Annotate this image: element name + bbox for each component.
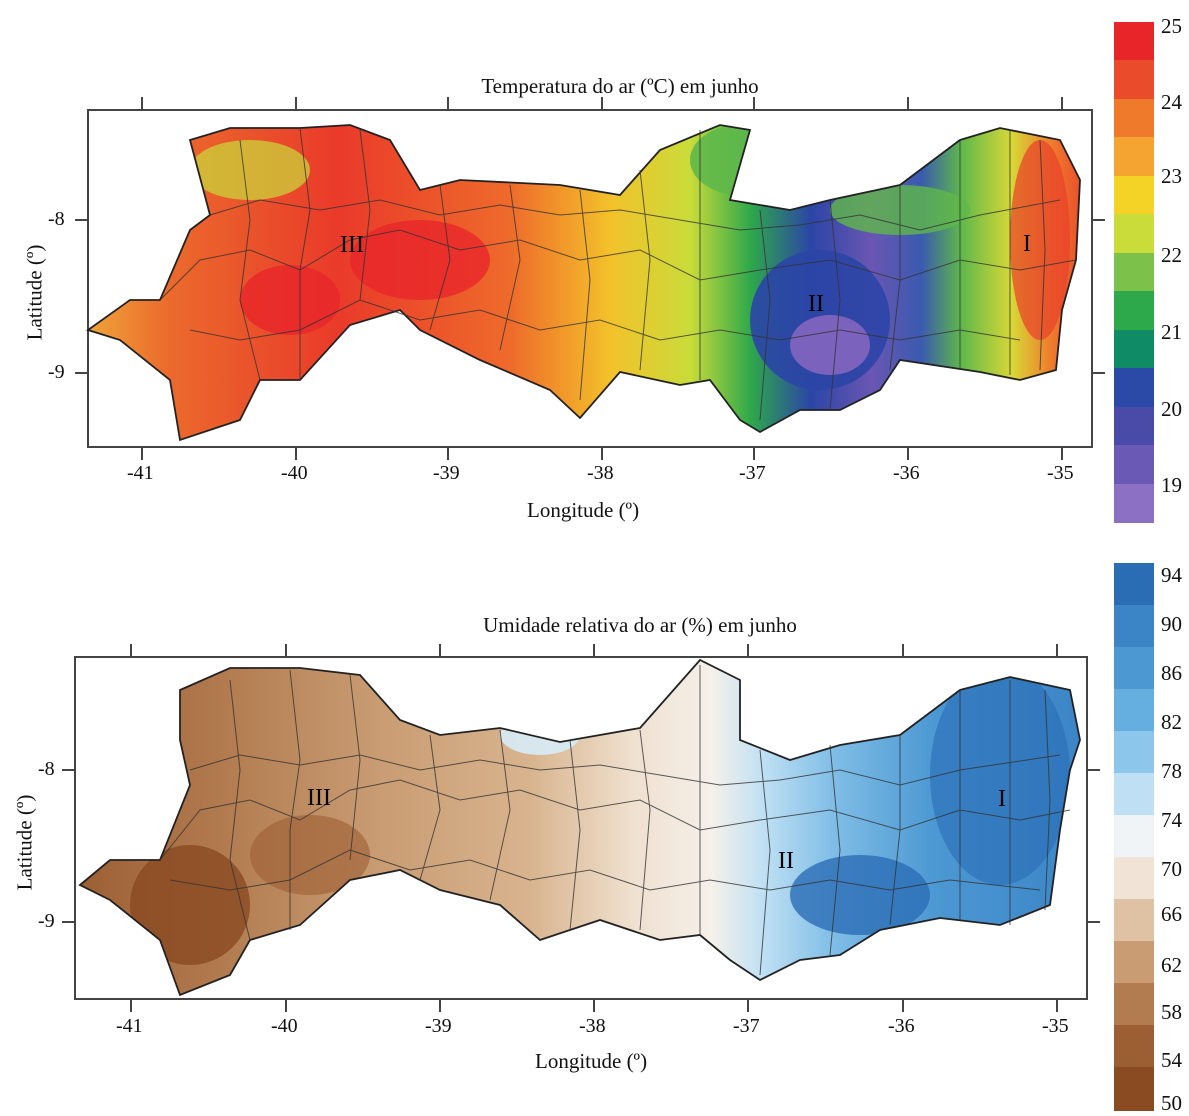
- humidity-colorbar: [1114, 563, 1154, 1111]
- colorbar-band: [1114, 731, 1154, 775]
- temperature-colorbar-label: 24: [1161, 90, 1182, 114]
- humidity-colorbar-label: 94: [1161, 563, 1182, 587]
- colorbar-band: [1114, 983, 1154, 1027]
- humidity-colorbar-label: 70: [1161, 857, 1182, 881]
- colorbar-band: [1114, 605, 1154, 649]
- temperature-axis-ticks: [75, 97, 1105, 460]
- colorbar-band: [1114, 899, 1154, 943]
- humidity-colorbar-label: 90: [1161, 612, 1182, 636]
- temperature-map-title: Temperatura do ar (ºC) em junho: [481, 74, 759, 98]
- colorbar-band: [1114, 857, 1154, 901]
- temperature-xtick-label: -39: [433, 462, 460, 484]
- temperature-x-axis-label: Longitude (º): [527, 498, 640, 522]
- temperature-colorbar-label: 23: [1161, 164, 1182, 188]
- humidity-plot-frame: [74, 656, 1088, 1000]
- humidity-ytick-label: -8: [38, 758, 55, 780]
- colorbar-band: [1114, 98, 1154, 139]
- colorbar-band: [1114, 773, 1154, 817]
- colorbar-band: [1114, 689, 1154, 733]
- colorbar-band: [1114, 647, 1154, 691]
- humidity-region-label-iii: III: [307, 785, 331, 811]
- colorbar-band: [1114, 483, 1154, 524]
- colorbar-band: [1114, 941, 1154, 985]
- temperature-colorbar-label: 25: [1161, 14, 1182, 38]
- humidity-colorbar-label: 54: [1161, 1048, 1182, 1072]
- humidity-ytick-label: -9: [38, 910, 55, 932]
- humidity-xtick-label: -40: [271, 1015, 298, 1037]
- humidity-x-axis-label: Longitude (º): [535, 1049, 648, 1073]
- humidity-colorbar-label: 86: [1161, 661, 1182, 685]
- colorbar-band: [1114, 1067, 1154, 1111]
- humidity-region-label-i: I: [998, 786, 1006, 812]
- colorbar-band: [1114, 214, 1154, 255]
- humidity-state-outline: [78, 658, 1081, 997]
- colorbar-band: [1114, 137, 1154, 178]
- humidity-axis-ticks: [62, 644, 1100, 1012]
- temperature-plot-frame: [87, 109, 1093, 448]
- humidity-xtick-label: -35: [1042, 1015, 1069, 1037]
- humidity-colorbar-label: 82: [1161, 710, 1182, 734]
- humidity-map-svg: III II I: [62, 644, 1100, 1012]
- humidity-region-label-ii: II: [778, 848, 794, 874]
- humidity-municipal-borders: [159, 665, 1071, 976]
- temperature-municipal-borders: [159, 127, 1077, 421]
- humidity-xtick-label: -38: [579, 1015, 606, 1037]
- humidity-map-title: Umidade relativa do ar (%) em junho: [483, 613, 797, 637]
- temperature-xtick-label: -41: [127, 462, 154, 484]
- colorbar-band: [1114, 445, 1154, 486]
- temperature-ytick-label: -9: [48, 361, 65, 383]
- temperature-region-label-ii: II: [808, 291, 824, 317]
- temperature-xtick-label: -35: [1047, 462, 1074, 484]
- temperature-colorbar-label: 21: [1161, 320, 1182, 344]
- colorbar-band: [1114, 406, 1154, 447]
- humidity-xtick-label: -39: [425, 1015, 452, 1037]
- temperature-map-svg: III II I: [75, 97, 1105, 460]
- temperature-region-label-iii: III: [340, 232, 364, 258]
- temperature-y-axis-label: Latitude (º): [22, 244, 47, 341]
- colorbar-band: [1114, 175, 1154, 216]
- temperature-ytick-label: -8: [48, 208, 65, 230]
- colorbar-band: [1114, 252, 1154, 293]
- colorbar-band: [1114, 815, 1154, 859]
- temperature-xtick-label: -36: [893, 462, 920, 484]
- humidity-colorbar-label: 50: [1161, 1091, 1182, 1115]
- temperature-colorbar: [1114, 22, 1154, 524]
- humidity-colorbar-label: 62: [1161, 953, 1182, 977]
- humidity-colorbar-label: 74: [1161, 808, 1182, 832]
- humidity-xtick-label: -41: [116, 1015, 143, 1037]
- humidity-xtick-label: -36: [888, 1015, 915, 1037]
- temperature-colorbar-label: 19: [1161, 473, 1182, 497]
- colorbar-band: [1114, 329, 1154, 370]
- humidity-xtick-label: -37: [733, 1015, 760, 1037]
- humidity-y-axis-label: Latitude (º): [12, 794, 37, 891]
- temperature-map-panel: Temperatura do ar (ºC) em junho: [0, 0, 1189, 545]
- temperature-colorbar-label: 22: [1161, 243, 1182, 267]
- colorbar-band: [1114, 563, 1154, 607]
- humidity-map-panel: Umidade relativa do ar (%) em junho: [0, 555, 1189, 1115]
- humidity-colorbar-label: 66: [1161, 902, 1182, 926]
- temperature-colorbar-label: 20: [1161, 397, 1182, 421]
- temperature-xtick-label: -38: [587, 462, 614, 484]
- colorbar-band: [1114, 368, 1154, 409]
- colorbar-band: [1114, 22, 1154, 62]
- colorbar-band: [1114, 60, 1154, 101]
- colorbar-band: [1114, 291, 1154, 332]
- temperature-state-outline: [86, 124, 1081, 442]
- humidity-colorbar-label: 78: [1161, 759, 1182, 783]
- temperature-xtick-label: -37: [739, 462, 766, 484]
- temperature-region-label-i: I: [1023, 231, 1031, 257]
- colorbar-band: [1114, 1025, 1154, 1069]
- temperature-xtick-label: -40: [281, 462, 308, 484]
- humidity-colorbar-label: 58: [1161, 1000, 1182, 1024]
